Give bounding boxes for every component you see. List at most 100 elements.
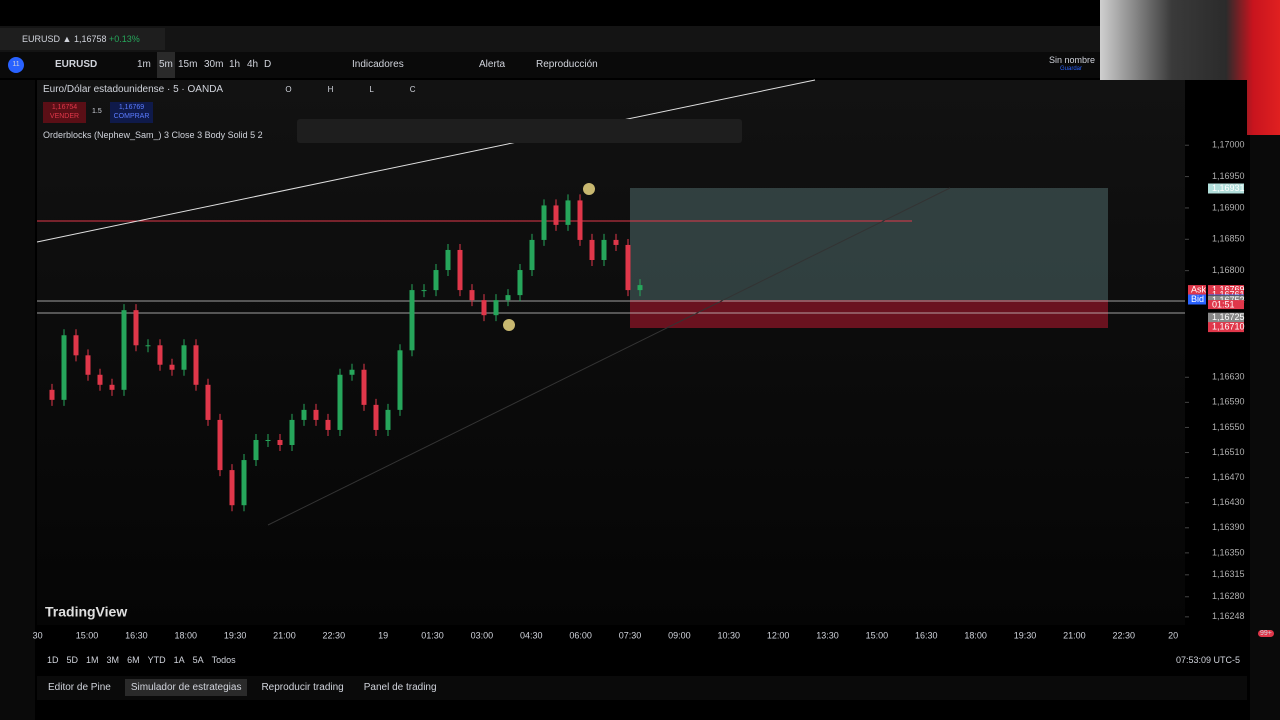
candle [505,295,511,301]
price-tag-label: 1,16725 [1212,312,1245,322]
candle [289,419,295,446]
sell-button[interactable]: 1,16754 VENDER [43,102,86,123]
candle [73,335,79,356]
range[interactable]: 1M [86,655,99,665]
range-bar: 1D 5D 1M 3M 6M YTD 1A 5A Todos [37,650,1247,670]
candle [385,409,391,430]
ask-label: Ask [1191,284,1207,294]
layout-name[interactable]: Sin nombre [1049,55,1096,65]
interval[interactable]: 5m [157,52,175,78]
y-tick-label: 1,16900 [1212,202,1245,212]
candle [337,374,343,430]
price-tag [1208,312,1244,323]
tab-price: 1,16758 [73,34,107,44]
y-tick-label: 1,16590 [1212,397,1245,407]
y-tick-label: 1,16350 [1212,547,1245,557]
candle [361,369,367,405]
candle [625,244,631,291]
candle [325,419,331,430]
candle [157,345,163,365]
candle [457,249,463,291]
ohlc-label: O [285,85,292,94]
range[interactable]: YTD [147,655,166,665]
drawing-toolbar[interactable] [297,119,742,143]
x-tick-label: 22:30 [323,630,346,640]
buy-button[interactable]: 1,16769 COMPRAR [110,102,153,123]
candle [373,404,379,430]
range[interactable]: 5A [192,655,204,665]
interval[interactable]: 15m [178,59,198,70]
price-tag-label: 1,16710 [1212,321,1245,331]
save[interactable]: Guardar [1060,66,1083,72]
indicator-label: Orderblocks (Nephew_Sam_) 3 Close 3 Body… [43,130,263,140]
x-tick-label: 18:00 [174,630,197,640]
tab-symbol: EURUSD [22,34,61,44]
price-tag-label: 1,16769 [1212,284,1245,294]
y-tick-label: 1,16390 [1212,522,1245,532]
interval[interactable]: 1m [137,59,151,70]
x-tick-label: 20 [1168,630,1178,640]
x-tick-label: 19:30 [1014,630,1037,640]
price-tag-label: 1,16931 [1212,183,1245,193]
y-tick-label: 1,16550 [1212,422,1245,432]
replay[interactable]: Reproducción [536,59,598,70]
symbol[interactable]: EURUSD [55,59,98,70]
candle [217,419,223,471]
candle [553,205,559,225]
symbol-title: Euro/Dólar estadounidense · 5 · OANDA [43,84,223,95]
range[interactable]: 6M [127,655,140,665]
x-tick-label: 22:30 [1112,630,1135,640]
y-tick-label: 1,16470 [1212,472,1245,482]
range[interactable]: 1D [47,655,59,665]
candle [61,335,67,400]
y-tick-label: 1,16315 [1212,569,1245,579]
trend-line [267,187,951,526]
interval[interactable]: 30m [204,59,224,70]
price-tag [1208,322,1244,333]
range[interactable]: Todos [211,655,236,665]
y-tick-label: 1,16248 [1212,611,1245,621]
panel-tab[interactable]: Reproducir trading [261,682,344,693]
x-tick-label: 06:00 [569,630,592,640]
toolbar: 11 EURUSD 1m 5m 15m 30m 1h 4h D Indicadores Al… [0,52,1100,78]
interval[interactable]: 4h [247,59,259,70]
x-tick-label: 12:00 [767,630,790,640]
supply-zone [630,188,1108,300]
candle [613,239,619,245]
candle [121,310,127,390]
interval[interactable]: D [264,59,272,70]
candle [97,374,103,385]
interval[interactable]: 1h [229,59,241,70]
alert[interactable]: Alerta [479,59,506,70]
candle [409,290,415,351]
countdown-tag [1208,300,1244,310]
y-tick-label: 1,16280 [1212,591,1245,601]
ohlc-label: H [327,85,334,94]
buy-price: 1,16769 [118,104,145,111]
candle [433,270,439,291]
range[interactable]: 1A [173,655,185,665]
candle [181,345,187,370]
left-toolbar [0,80,35,720]
logo: TradingView [45,604,127,620]
indicators[interactable]: Indicadores [352,59,404,70]
alerts-badge: 99+ [1258,630,1274,637]
sell-price: 1,16754 [51,104,78,111]
range[interactable]: 5D [66,655,79,665]
sell-label: VENDER [49,113,80,120]
price-tag [1208,285,1244,296]
range[interactable]: 3M [106,655,120,665]
panel-tab[interactable]: Editor de Pine [48,682,111,693]
candle [529,239,535,271]
tab[interactable]: EURUSD ▲ 1,16758 +0.13% [0,28,165,50]
avatar-badge[interactable]: 11 [8,57,24,73]
panel-tab[interactable]: Simulador de estrategias [124,679,248,696]
candle [421,290,427,292]
panel-tab[interactable]: Panel de trading [363,682,437,693]
x-tick-label: 03:00 [471,630,494,640]
bid-label: Bid [1191,294,1204,304]
candle [541,205,547,240]
x-tick-label: 21:00 [1063,630,1086,640]
right-sidebar [1250,135,1280,720]
